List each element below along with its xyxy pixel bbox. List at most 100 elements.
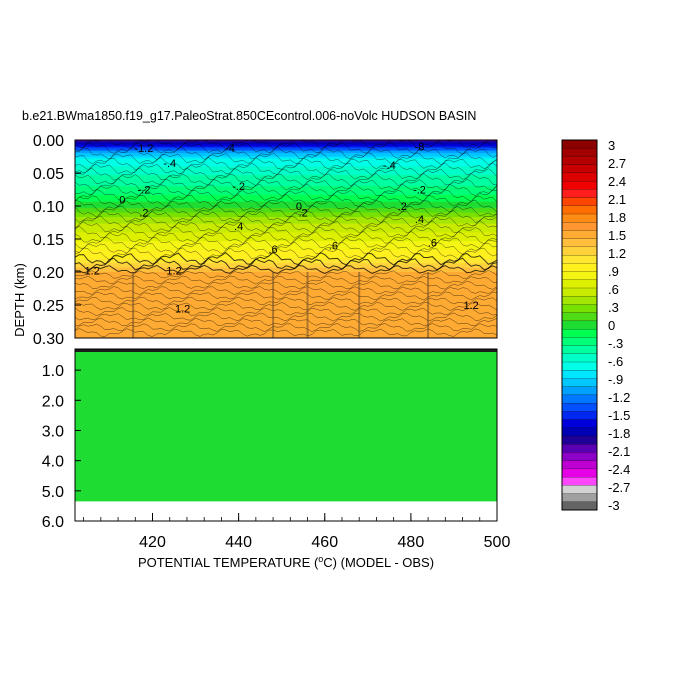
depth-band <box>75 159 497 163</box>
depth-band <box>75 225 497 229</box>
contour-line <box>74 225 498 239</box>
y-tick-label: 5.0 <box>42 484 64 501</box>
y-tick-label: 0.25 <box>33 298 64 315</box>
colorbar-frame <box>561 139 598 511</box>
depth-band <box>75 148 497 151</box>
contour-line <box>74 183 498 197</box>
column-streak <box>358 272 361 338</box>
contour-label: .2 <box>398 201 407 213</box>
colorbar-swatch <box>561 263 598 272</box>
contour-label: -8 <box>415 142 425 154</box>
contour-label: 1.2 <box>85 266 100 278</box>
contour-label: -.2 <box>413 185 426 197</box>
depth-band <box>75 305 497 311</box>
colorbar-swatch <box>561 238 598 248</box>
depth-band <box>75 215 497 218</box>
contour-line <box>74 178 498 191</box>
colorbar-swatch <box>561 320 598 330</box>
colorbar-label: -1.5 <box>608 408 630 423</box>
depth-band <box>75 204 497 207</box>
depth-band <box>75 177 497 180</box>
colorbar-swatch <box>561 468 598 478</box>
depth-band <box>75 261 497 263</box>
colorbar-swatch <box>561 411 598 420</box>
contour-line <box>74 204 498 218</box>
contour-line <box>74 275 498 285</box>
depth-band <box>75 254 497 257</box>
depth-band <box>75 332 497 339</box>
contour-line <box>74 220 498 234</box>
colorbar-label: .3 <box>608 300 619 315</box>
depth-band <box>75 145 497 147</box>
contour-label: 1.2 <box>166 266 181 278</box>
colorbar-swatch <box>561 460 598 470</box>
contour-line <box>74 257 498 271</box>
depth-band <box>75 272 497 278</box>
contour-line <box>74 280 498 290</box>
colorbar-swatch <box>561 287 598 297</box>
lower-panel-frame <box>74 348 498 522</box>
colorbar-swatch <box>561 213 598 223</box>
depth-band <box>75 288 497 295</box>
colorbar-label: 3 <box>608 138 615 153</box>
y-tick-label: 0.30 <box>33 331 64 348</box>
colorbar-label: 1.2 <box>608 246 626 261</box>
colorbar-swatch <box>561 337 598 346</box>
depth-band <box>75 170 497 174</box>
colorbar-label: -.3 <box>608 336 623 351</box>
depth-band <box>75 241 497 244</box>
colorbar-swatch <box>561 444 598 453</box>
depth-band <box>75 270 497 273</box>
contour-line <box>74 146 498 160</box>
y-tick-label: 0.05 <box>33 166 64 183</box>
column-streak <box>306 272 309 338</box>
x-tick-label: 420 <box>139 534 166 551</box>
x-tick-label: 480 <box>398 534 425 551</box>
colorbar-swatch <box>561 271 598 281</box>
contour-line <box>74 264 498 275</box>
depth-band <box>75 168 497 172</box>
depth-band <box>75 166 497 169</box>
depth-band <box>75 203 497 206</box>
contour-line <box>74 241 498 255</box>
y-tick-label: 6.0 <box>42 514 64 531</box>
contour-line <box>74 317 498 327</box>
colorbar-swatch <box>561 370 598 379</box>
contour-line <box>74 167 498 181</box>
depth-band <box>75 232 497 235</box>
depth-band <box>75 228 497 231</box>
depth-band <box>75 217 497 219</box>
colorbar-swatch <box>561 164 598 174</box>
depth-band <box>75 175 497 178</box>
colorbar-label: -.9 <box>608 372 623 387</box>
depth-band <box>75 283 497 289</box>
y-tick-label: 0.10 <box>33 199 64 216</box>
colorbar-label: -3 <box>608 498 620 513</box>
colorbar-swatch <box>561 328 598 338</box>
depth-band <box>75 195 497 198</box>
depth-band <box>75 181 497 185</box>
colorbar-label: .9 <box>608 264 619 279</box>
contour-line <box>74 270 498 279</box>
depth-band <box>75 140 497 142</box>
depth-band <box>75 208 497 210</box>
depth-band <box>75 230 497 233</box>
depth-band <box>75 162 497 165</box>
depth-band <box>75 256 497 260</box>
x-axis-label: POTENTIAL TEMPERATURE (oC) (MODEL - OBS) <box>138 554 434 570</box>
depth-band <box>75 247 497 251</box>
contour-line <box>74 173 498 187</box>
depth-band <box>75 157 497 159</box>
colorbar-swatch <box>561 378 598 388</box>
colorbar-swatch <box>561 139 598 149</box>
contour-label: 1.2 <box>464 300 479 312</box>
depth-band <box>75 299 497 306</box>
contour-line <box>74 323 498 332</box>
contour-label: -1.2 <box>134 143 153 155</box>
contour-label: .4 <box>234 221 243 233</box>
contour-line <box>74 157 498 171</box>
contour-label: 0 <box>119 194 125 206</box>
contour-line <box>74 251 498 266</box>
colorbar-label: 1.8 <box>608 210 626 225</box>
